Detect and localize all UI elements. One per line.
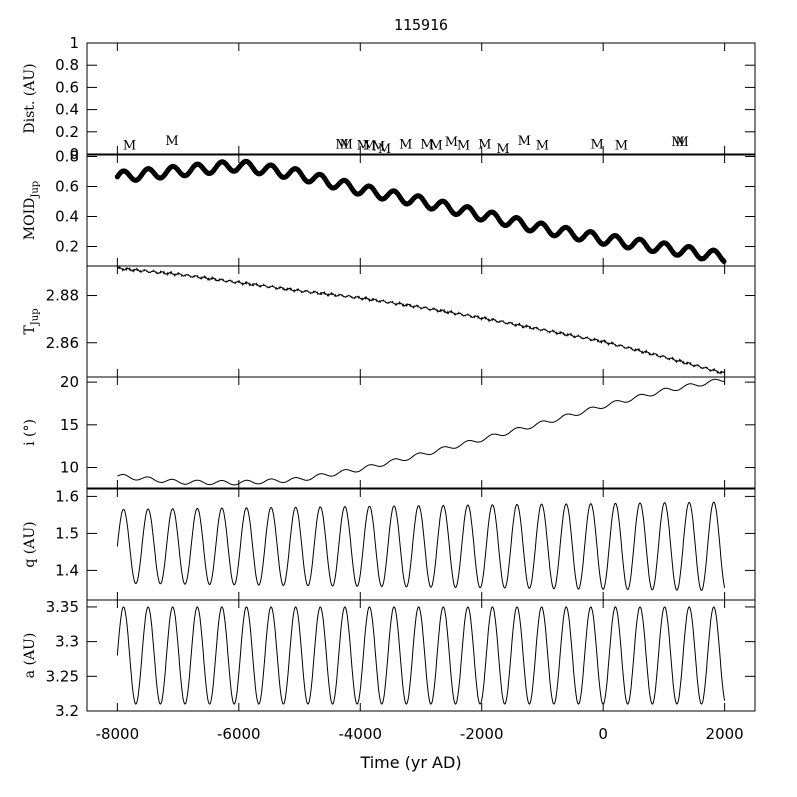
xtick-label: -8000 <box>96 725 140 743</box>
close-approach-marker: M <box>420 137 433 152</box>
ylabel-a: a (AU) <box>22 633 38 679</box>
close-approach-marker: M <box>615 139 628 154</box>
close-approach-marker: M <box>675 135 688 150</box>
ytick-label-q: 1.6 <box>55 487 79 505</box>
ytick-label-incl: 10 <box>60 459 79 477</box>
ytick-label-dist: 0.4 <box>55 101 79 119</box>
ytick-label-incl: 15 <box>60 416 79 434</box>
series-a <box>116 606 726 705</box>
panel-moid: 0.8 0.6 0.4 0.2 MOIDJup <box>22 148 756 267</box>
close-approach-marker: M <box>357 139 370 154</box>
close-approach-marker: M <box>478 137 491 152</box>
close-approach-marker: M <box>671 135 684 150</box>
series-line-tjup <box>117 266 726 375</box>
close-approach-marker: M <box>457 139 470 154</box>
ylabel-incl: i (°) <box>22 419 38 446</box>
ytick-label-a: 3.25 <box>46 667 79 685</box>
ytick-label-dist: 0.8 <box>55 56 79 74</box>
ylabel-subscript-tjup: Jup <box>30 308 41 326</box>
xtick-label: -2000 <box>460 725 504 743</box>
panel-frame-incl <box>86 376 756 489</box>
close-approach-marker: M <box>590 137 603 152</box>
close-approach-marker: M <box>536 139 549 154</box>
ytick-label-tjup: 2.86 <box>46 334 79 352</box>
close-approach-marker: M <box>335 137 348 152</box>
ylabel-moid: MOIDJup <box>22 181 41 240</box>
ytick-label-q: 1.4 <box>55 561 79 579</box>
ytick-label-dist: 0 <box>69 145 79 163</box>
ytick-label-moid: 0.6 <box>55 178 79 196</box>
close-approach-marker: M <box>496 142 509 157</box>
series-incl <box>117 378 725 486</box>
series-q <box>116 501 726 591</box>
ytick-label-tjup: 2.88 <box>46 287 79 305</box>
ytick-label-moid: 0.8 <box>55 148 79 166</box>
x-axis-label: Time (yr AD) <box>359 753 461 772</box>
close-approach-marker: M <box>123 139 136 154</box>
ytick-label-a: 3.3 <box>55 633 79 651</box>
ytick-label-a: 3.2 <box>55 702 79 720</box>
ylabel-dist: Dist. (AU) <box>22 63 38 133</box>
ylabel-q: q (AU) <box>22 521 38 567</box>
panel-frame-a <box>86 599 756 712</box>
close-approach-marker: M <box>445 135 458 150</box>
panel-incl: 20 15 10 i (°) <box>22 373 756 489</box>
ytick-label-moid: 0.2 <box>55 238 79 256</box>
ytick-label-moid: 0.4 <box>55 208 79 226</box>
close-approach-marker: M <box>340 137 353 152</box>
ytick-label-incl: 20 <box>60 373 79 391</box>
series-line-incl <box>117 378 725 486</box>
close-approach-marker: M <box>399 137 412 152</box>
close-approach-marker: M <box>518 134 531 149</box>
ylabel-subscript-moid: Jup <box>30 181 41 199</box>
ytick-label-a: 3.35 <box>46 598 79 616</box>
xtick-label: -6000 <box>217 725 261 743</box>
panel-tjup: 2.88 2.86 TJup <box>22 265 756 378</box>
series-tjup <box>117 266 726 375</box>
xtick-label: 2000 <box>706 725 744 743</box>
ytick-label-dist: 0.6 <box>55 78 79 96</box>
close-approach-marker: M <box>378 142 391 157</box>
close-approach-marker: M <box>363 139 376 154</box>
xtick-label: 0 <box>598 725 608 743</box>
panel-frame-tjup <box>86 265 756 378</box>
ytick-label-q: 1.5 <box>55 524 79 542</box>
close-approach-marker: M <box>430 139 443 154</box>
series-moid <box>114 158 727 264</box>
xtick-label: -4000 <box>338 725 382 743</box>
series-line-a <box>116 606 726 705</box>
close-approach-marker: M <box>165 134 178 149</box>
panel-a: 3.35 3.3 3.25 3.2 a (AU) <box>22 598 756 720</box>
ytick-label-dist: 0.2 <box>55 123 79 141</box>
close-approach-marker: M <box>372 140 385 155</box>
panel-q: 1.6 1.5 1.4 q (AU) <box>22 487 756 601</box>
ytick-label-dist: 1 <box>69 34 79 52</box>
x-axis: -8000 -6000 -4000 -2000 0 2000 <box>96 725 744 743</box>
chart-title: 115916 <box>394 16 448 34</box>
ylabel-tjup: TJup <box>22 308 41 334</box>
moid-point <box>721 258 727 264</box>
series-line-q <box>116 501 726 591</box>
panel-frame-dist <box>86 42 756 155</box>
